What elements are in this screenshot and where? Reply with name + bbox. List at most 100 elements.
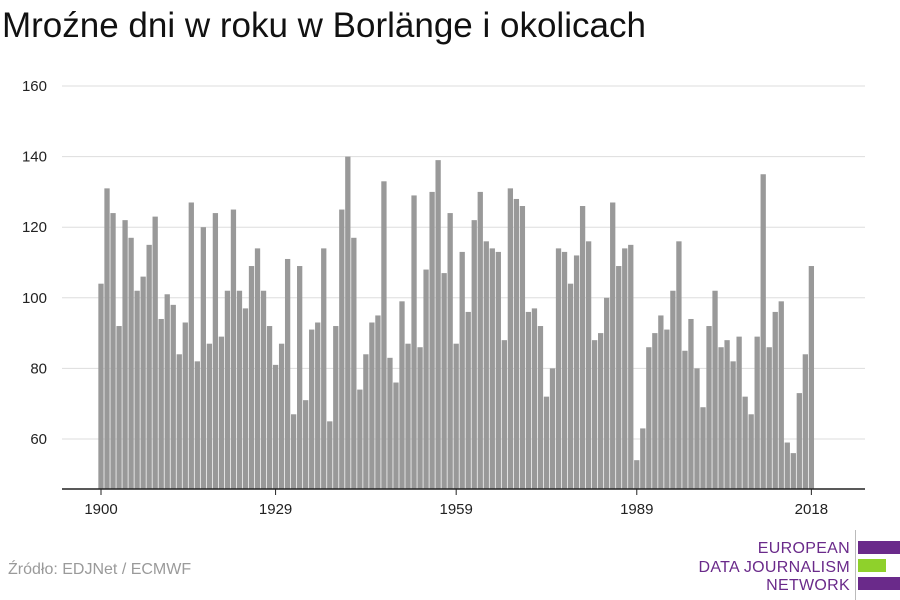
bar-1983[interactable] (598, 333, 604, 489)
bar-2011[interactable] (766, 347, 772, 489)
bar-1998[interactable] (688, 318, 694, 489)
bar-1972[interactable] (531, 308, 538, 489)
bar-1961[interactable] (465, 311, 471, 489)
bar-1979[interactable] (573, 255, 580, 489)
bar-1971[interactable] (525, 311, 532, 489)
bar-1943[interactable] (357, 389, 363, 489)
bar-1914[interactable] (182, 322, 188, 489)
bar-1976[interactable] (555, 248, 562, 489)
bar-2003[interactable] (718, 347, 724, 489)
bar-1902[interactable] (110, 213, 116, 489)
bar-1954[interactable] (423, 269, 429, 489)
bar-1993[interactable] (658, 315, 664, 489)
bar-2010[interactable] (760, 174, 766, 489)
bar-2014[interactable] (784, 442, 790, 489)
bar-2009[interactable] (754, 336, 760, 489)
bar-1992[interactable] (652, 333, 658, 489)
bar-2008[interactable] (748, 414, 754, 489)
bar-2017[interactable] (802, 354, 808, 489)
bar-1931[interactable] (284, 258, 291, 489)
bar-1937[interactable] (321, 248, 327, 489)
bar-1985[interactable] (610, 202, 616, 490)
bar-1984[interactable] (604, 297, 610, 489)
bar-1935[interactable] (309, 329, 315, 489)
bar-1903[interactable] (116, 326, 122, 489)
bar-1945[interactable] (369, 322, 375, 489)
bar-1915[interactable] (188, 202, 194, 490)
bar-1940[interactable] (339, 209, 345, 490)
bar-1941[interactable] (345, 156, 351, 489)
bar-1968[interactable] (507, 188, 514, 489)
bar-1944[interactable] (363, 354, 369, 489)
bar-2012[interactable] (772, 311, 778, 489)
bar-1933[interactable] (297, 266, 303, 489)
edjnet-logo[interactable]: EUROPEAN DATA JOURNALISM NETWORK (699, 530, 900, 600)
bar-1936[interactable] (315, 322, 321, 489)
bar-1959[interactable] (453, 343, 459, 489)
bar-1905[interactable] (128, 237, 134, 489)
bar-2001[interactable] (706, 326, 712, 489)
bar-1952[interactable] (411, 195, 417, 489)
bar-1982[interactable] (591, 340, 598, 489)
bar-1920[interactable] (218, 336, 225, 489)
bar-1975[interactable] (549, 368, 556, 489)
bar-1908[interactable] (146, 244, 152, 489)
bar-1997[interactable] (682, 350, 688, 489)
bar-2006[interactable] (736, 336, 742, 489)
bar-1988[interactable] (628, 244, 634, 489)
bar-2000[interactable] (700, 407, 706, 489)
bar-1966[interactable] (495, 251, 501, 489)
bar-1919[interactable] (212, 213, 219, 489)
bar-1934[interactable] (303, 400, 309, 489)
bar-1951[interactable] (405, 343, 411, 489)
bar-1946[interactable] (375, 315, 381, 489)
bar-1970[interactable] (519, 206, 526, 489)
bar-2007[interactable] (742, 396, 748, 489)
bar-1929[interactable] (272, 364, 279, 489)
bar-1904[interactable] (122, 220, 128, 489)
bar-1995[interactable] (670, 290, 676, 489)
bar-1996[interactable] (676, 241, 682, 489)
bar-1932[interactable] (290, 414, 297, 489)
bar-1925[interactable] (248, 266, 255, 489)
bar-1987[interactable] (622, 248, 628, 489)
bar-1990[interactable] (640, 428, 646, 489)
bar-1901[interactable] (104, 188, 110, 489)
bar-1939[interactable] (333, 326, 339, 489)
bar-1930[interactable] (278, 343, 285, 489)
bar-1953[interactable] (417, 347, 423, 489)
bar-1907[interactable] (140, 276, 146, 489)
bar-1900[interactable] (98, 283, 104, 489)
bar-1999[interactable] (694, 368, 700, 489)
bar-1964[interactable] (483, 241, 489, 489)
bar-1917[interactable] (200, 227, 206, 489)
bar-1911[interactable] (164, 294, 170, 489)
bar-2015[interactable] (790, 453, 796, 489)
bar-1916[interactable] (194, 361, 200, 489)
bar-1960[interactable] (459, 251, 465, 489)
bar-1942[interactable] (351, 237, 357, 489)
bar-1973[interactable] (537, 326, 544, 489)
bar-1913[interactable] (176, 354, 182, 489)
bar-1924[interactable] (242, 308, 249, 489)
bar-1948[interactable] (387, 357, 393, 489)
bar-1909[interactable] (152, 216, 158, 490)
bar-1926[interactable] (254, 248, 261, 489)
bar-1957[interactable] (441, 273, 447, 489)
bar-1991[interactable] (646, 347, 652, 489)
bar-1918[interactable] (206, 343, 213, 489)
bar-1906[interactable] (134, 290, 140, 489)
bar-2002[interactable] (712, 290, 718, 489)
bar-1967[interactable] (501, 340, 507, 489)
bar-1910[interactable] (158, 318, 164, 489)
bar-1938[interactable] (327, 421, 333, 489)
bar-1963[interactable] (477, 191, 483, 489)
bar-1965[interactable] (489, 248, 495, 489)
bar-1955[interactable] (429, 191, 435, 489)
bar-1947[interactable] (381, 181, 387, 489)
bar-2016[interactable] (796, 393, 802, 489)
bar-1962[interactable] (471, 220, 477, 489)
bar-1977[interactable] (561, 251, 568, 489)
bar-1921[interactable] (224, 290, 231, 489)
bar-1974[interactable] (543, 396, 550, 489)
